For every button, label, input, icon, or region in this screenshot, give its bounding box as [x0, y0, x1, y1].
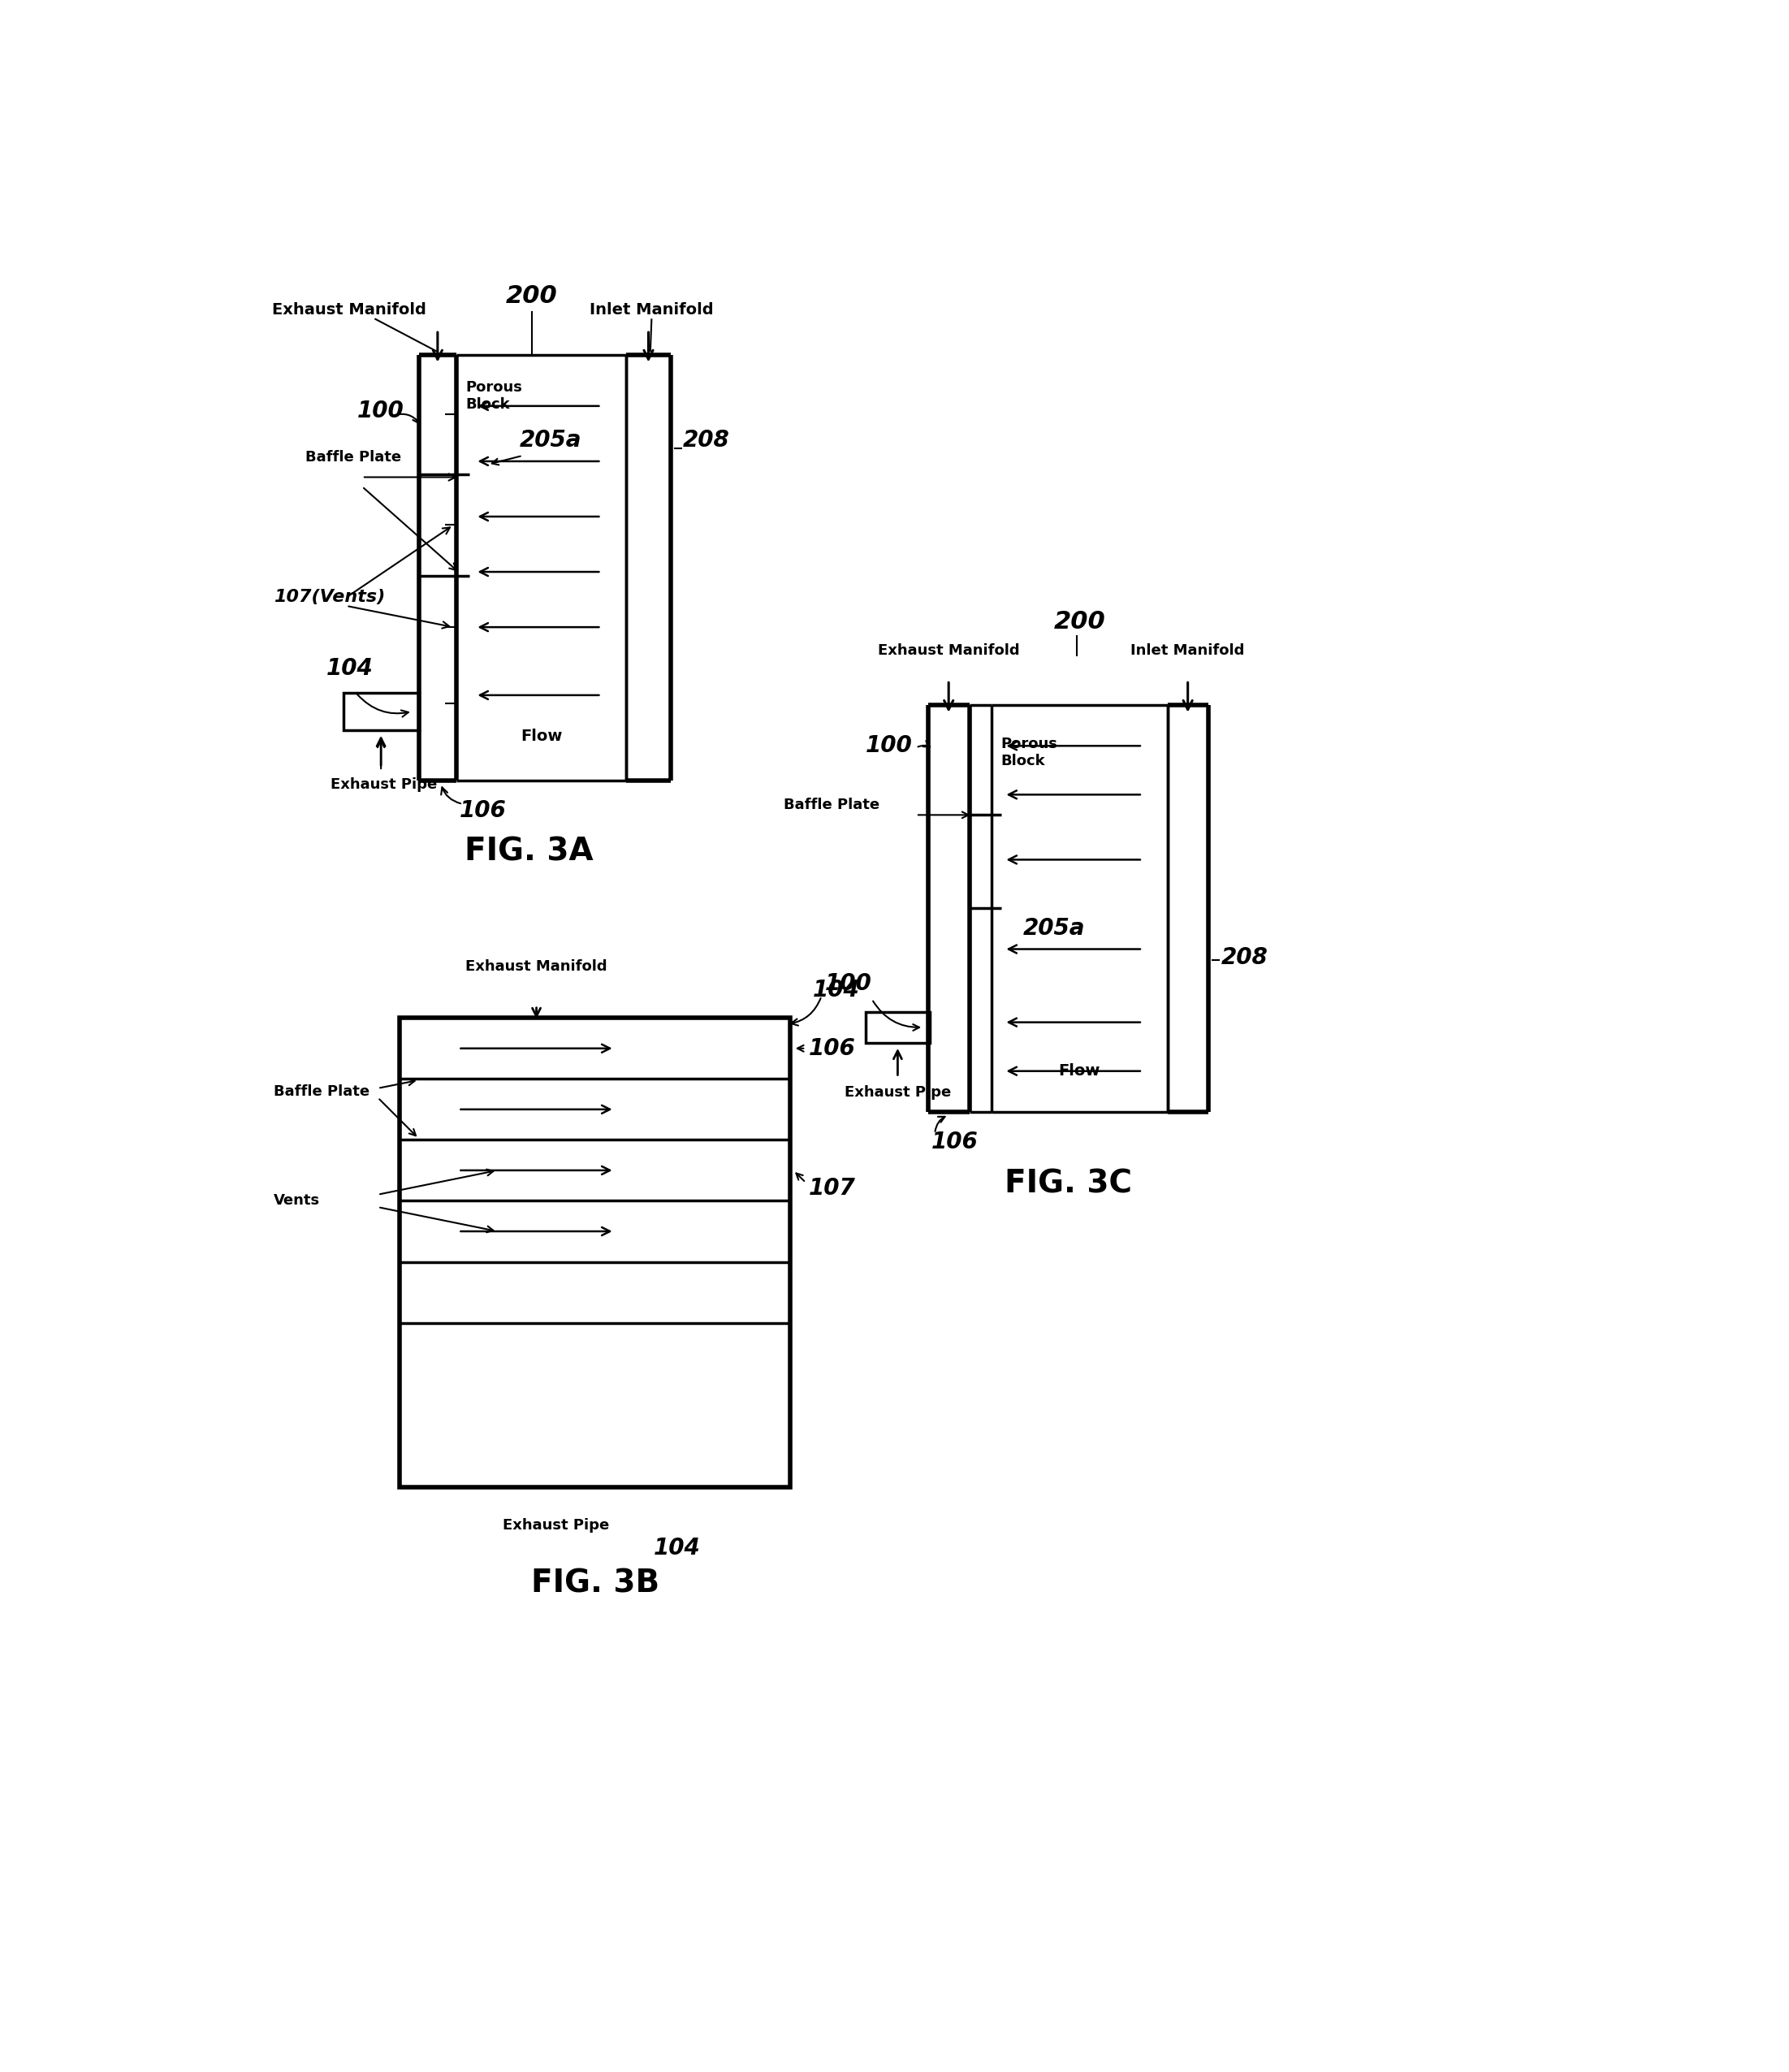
Text: Exhaust Manifold: Exhaust Manifold [272, 303, 426, 317]
Text: Exhaust Manifold: Exhaust Manifold [878, 644, 1020, 659]
Text: Baffle Plate: Baffle Plate [306, 450, 401, 464]
Text: FIG. 3C: FIG. 3C [1004, 1169, 1132, 1200]
Text: FIG. 3A: FIG. 3A [465, 837, 594, 868]
Text: 200: 200 [506, 284, 558, 309]
Text: 205a: 205a [519, 429, 581, 452]
Text: Baffle Plate: Baffle Plate [784, 798, 880, 812]
Bar [401, 1017, 791, 1488]
Text: Exhaust Manifold: Exhaust Manifold [465, 959, 606, 974]
Text: 106: 106 [809, 1036, 855, 1059]
Text: 104: 104 [653, 1537, 699, 1560]
Text: 104: 104 [812, 978, 859, 1001]
Text: 100: 100 [358, 400, 404, 423]
Text: Exhaust Pipe: Exhaust Pipe [503, 1519, 610, 1533]
Text: 200: 200 [1054, 609, 1106, 634]
Text: Inlet Manifold: Inlet Manifold [1131, 644, 1245, 659]
Text: Porous
Block: Porous Block [465, 379, 522, 412]
Text: 205a: 205a [1023, 918, 1086, 941]
Text: 104: 104 [326, 657, 372, 680]
Text: 107(Vents): 107(Vents) [274, 588, 385, 605]
Text: 107: 107 [809, 1177, 855, 1200]
Text: 100: 100 [866, 733, 912, 756]
Bar [866, 1011, 930, 1042]
Text: Inlet Manifold: Inlet Manifold [590, 303, 714, 317]
Text: FIG. 3B: FIG. 3B [531, 1569, 658, 1600]
Text: Vents: Vents [274, 1193, 320, 1208]
Text: Exhaust Pipe: Exhaust Pipe [844, 1086, 952, 1100]
Text: Flow: Flow [1059, 1063, 1100, 1080]
Bar [343, 692, 419, 729]
Text: Baffle Plate: Baffle Plate [274, 1084, 370, 1098]
Text: Exhaust Pipe: Exhaust Pipe [331, 777, 437, 792]
Text: 208: 208 [683, 429, 730, 452]
Text: 100: 100 [825, 972, 871, 995]
Text: 106: 106 [932, 1131, 979, 1154]
Text: Flow: Flow [521, 729, 562, 744]
Text: 208: 208 [1222, 945, 1268, 968]
Text: 106: 106 [460, 800, 506, 823]
Text: Porous
Block: Porous Block [1000, 736, 1057, 769]
